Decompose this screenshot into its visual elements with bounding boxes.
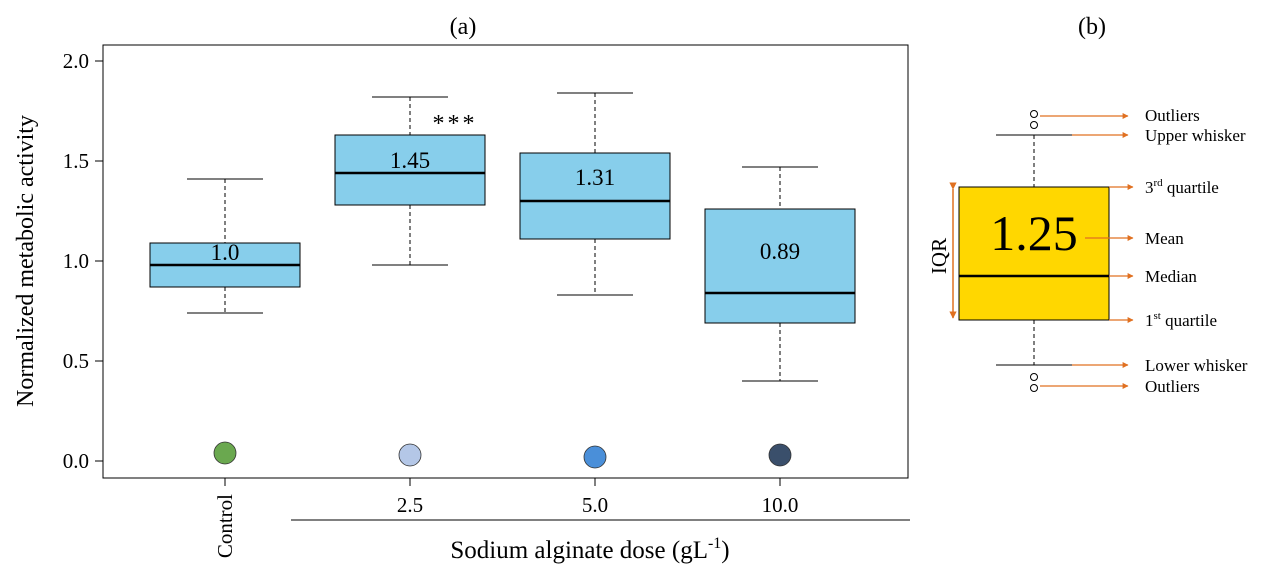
y-axis-title: Normalized metabolic activity xyxy=(13,115,39,407)
x-axis-title-main: Sodium alginate dose (gL xyxy=(450,537,708,564)
mean-label-2: 1.31 xyxy=(575,165,615,190)
annotation-q1-text: quartile xyxy=(1161,311,1217,330)
annotation-lower-whisker: Lower whisker xyxy=(1145,356,1248,375)
box-1: 1.45*** xyxy=(334,96,486,266)
group-marker-2 xyxy=(583,445,607,469)
x-tick-label-2: 5.0 xyxy=(582,493,608,517)
y-axis: 0.0 0.5 1.0 1.5 2.0 xyxy=(63,49,103,473)
x-axis: Control 2.5 5.0 10.0 xyxy=(213,478,798,558)
outlier-point-bottom-1 xyxy=(1030,373,1038,381)
annotation-q1: 1st quartile xyxy=(1145,310,1217,330)
y-tick-label-4: 2.0 xyxy=(63,49,89,73)
annotation-outliers-top: Outliers xyxy=(1145,106,1200,125)
annotation-upper-whisker: Upper whisker xyxy=(1145,126,1246,145)
panel-b-label: (b) xyxy=(1078,14,1106,40)
annotation-q1-number: 1 xyxy=(1145,311,1154,330)
annotation-q3-sup: rd xyxy=(1154,177,1164,189)
y-tick-label-2: 1.0 xyxy=(63,249,89,273)
mean-label-3: 0.89 xyxy=(760,239,800,264)
box-3: 0.89 xyxy=(704,166,856,382)
x-axis-title-unit-sup: -1 xyxy=(708,535,721,552)
panel-a-boxplot: (a) 0.0 0.5 1.0 1.5 2.0 Control 2.5 5.0 10.0 1.… xyxy=(13,14,910,564)
box-2: 1.31 xyxy=(519,92,671,296)
iqr-box-2 xyxy=(519,152,671,240)
x-axis-title: Sodium alginate dose (gL-1) xyxy=(450,535,729,564)
outlier-point-top-1 xyxy=(1030,110,1038,118)
group-marker-0 xyxy=(213,441,237,465)
annotation-q1-sup: st xyxy=(1154,310,1161,322)
x-tick-label-0: Control xyxy=(213,494,237,558)
outlier-point-bottom-2 xyxy=(1030,384,1038,392)
annotation-mean: Mean xyxy=(1145,229,1184,248)
panel-b-legend-diagram: (b) 1.25 IQR O xyxy=(927,14,1248,396)
panel-a-label: (a) xyxy=(450,14,477,40)
annotation-q3-number: 3 xyxy=(1145,178,1154,197)
markers xyxy=(213,441,792,469)
annotation-median: Median xyxy=(1145,267,1197,286)
iqr-box-3 xyxy=(704,208,856,324)
mean-label-0: 1.0 xyxy=(211,240,240,265)
box-0: 1.0 xyxy=(149,178,301,314)
annotation-outliers-bottom: Outliers xyxy=(1145,377,1200,396)
x-tick-label-3: 10.0 xyxy=(762,493,799,517)
y-tick-label-3: 1.5 xyxy=(63,149,89,173)
x-tick-label-1: 2.5 xyxy=(397,493,423,517)
x-axis-title-tail: ) xyxy=(721,537,729,564)
group-marker-1 xyxy=(398,443,422,467)
y-tick-label-0: 0.0 xyxy=(63,449,89,473)
iqr-box-1 xyxy=(334,134,486,206)
example-box xyxy=(958,186,1110,321)
annotation-q3-text: quartile xyxy=(1163,178,1219,197)
annotation-q3: 3rd quartile xyxy=(1145,177,1219,197)
example-mean-value: 1.25 xyxy=(990,205,1078,261)
y-tick-label-1: 0.5 xyxy=(63,349,89,373)
mean-label-1: 1.45 xyxy=(390,148,430,173)
iqr-label: IQR xyxy=(927,238,951,274)
group-marker-3 xyxy=(768,443,792,467)
significance-1: *** xyxy=(433,111,478,137)
boxes: 1.0 1.45*** 1.31 0.89 xyxy=(149,92,856,382)
outlier-point-top-2 xyxy=(1030,121,1038,129)
